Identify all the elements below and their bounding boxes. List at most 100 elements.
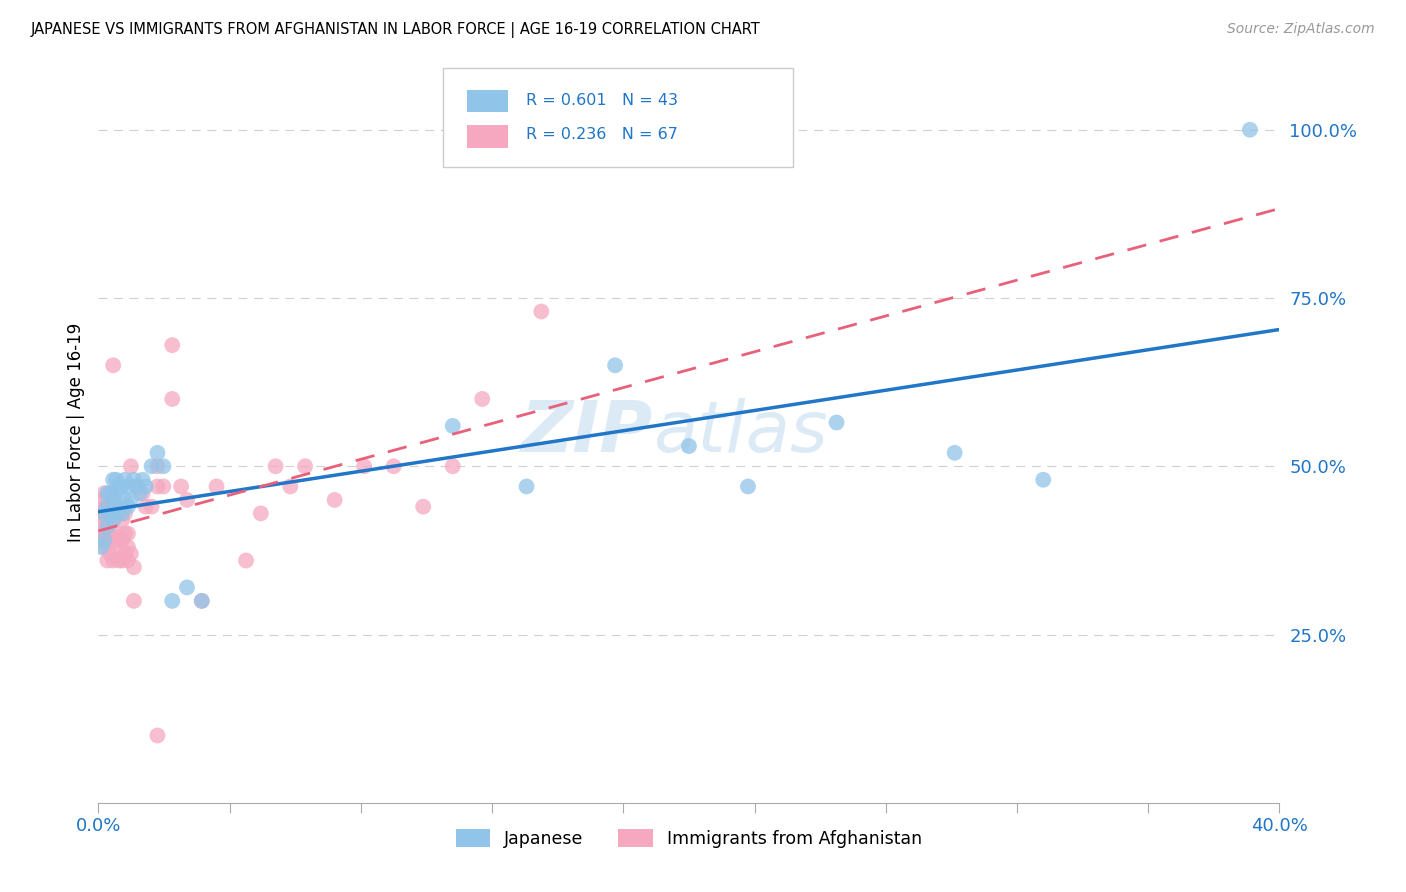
Point xyxy=(108,507,131,521)
Point xyxy=(96,500,118,514)
Point xyxy=(111,533,134,548)
Point xyxy=(122,473,145,487)
Point xyxy=(105,526,128,541)
Text: R = 0.236   N = 67: R = 0.236 N = 67 xyxy=(526,128,678,143)
Point xyxy=(353,459,375,474)
Point xyxy=(98,486,121,500)
Point xyxy=(114,547,136,561)
Point xyxy=(146,479,169,493)
Point xyxy=(93,533,115,548)
Point xyxy=(114,507,136,521)
Text: ZIP: ZIP xyxy=(522,398,654,467)
Point xyxy=(93,507,115,521)
Point xyxy=(382,459,405,474)
Point xyxy=(737,479,759,493)
Point xyxy=(117,526,139,541)
Text: JAPANESE VS IMMIGRANTS FROM AFGHANISTAN IN LABOR FORCE | AGE 16-19 CORRELATION C: JAPANESE VS IMMIGRANTS FROM AFGHANISTAN … xyxy=(31,22,761,38)
Point xyxy=(103,553,125,567)
Point xyxy=(117,479,139,493)
Point xyxy=(825,416,848,430)
Point xyxy=(111,479,134,493)
Point xyxy=(471,392,494,406)
Point xyxy=(93,526,115,541)
Point xyxy=(294,459,316,474)
Point xyxy=(117,540,139,554)
FancyBboxPatch shape xyxy=(443,68,793,167)
Point xyxy=(191,594,214,608)
Point xyxy=(141,459,163,474)
Point xyxy=(108,500,131,514)
Point xyxy=(103,513,125,527)
Point xyxy=(90,526,112,541)
Point xyxy=(114,473,136,487)
Point xyxy=(103,513,125,527)
Point xyxy=(103,533,125,548)
Point xyxy=(93,486,115,500)
Point xyxy=(412,500,434,514)
Point xyxy=(96,533,118,548)
Point xyxy=(530,304,553,318)
Text: atlas: atlas xyxy=(654,398,828,467)
Point xyxy=(98,547,121,561)
Point xyxy=(96,500,118,514)
Point xyxy=(105,507,128,521)
Point xyxy=(125,479,148,493)
Point xyxy=(122,594,145,608)
Point xyxy=(105,547,128,561)
Point xyxy=(96,486,118,500)
Point xyxy=(114,492,136,507)
Point xyxy=(90,492,112,507)
Point xyxy=(1239,122,1261,136)
Point xyxy=(146,729,169,743)
Point xyxy=(205,479,228,493)
Legend: Japanese, Immigrants from Afghanistan: Japanese, Immigrants from Afghanistan xyxy=(449,822,929,855)
Point xyxy=(103,359,125,373)
Point xyxy=(441,459,464,474)
Point xyxy=(152,479,174,493)
Point xyxy=(132,473,155,487)
Point xyxy=(146,446,169,460)
Point xyxy=(111,513,134,527)
Point xyxy=(176,581,198,595)
Point xyxy=(108,553,131,567)
Point xyxy=(264,459,287,474)
Point xyxy=(605,359,627,373)
Point xyxy=(108,533,131,548)
Point xyxy=(103,500,125,514)
Point xyxy=(120,547,142,561)
Point xyxy=(111,507,134,521)
Point xyxy=(250,507,273,521)
Point xyxy=(98,507,121,521)
Point xyxy=(152,459,174,474)
Point xyxy=(235,553,257,567)
Point xyxy=(191,594,214,608)
Y-axis label: In Labor Force | Age 16-19: In Labor Force | Age 16-19 xyxy=(66,323,84,542)
Point xyxy=(108,479,131,493)
Point xyxy=(105,473,128,487)
Point xyxy=(146,459,169,474)
Point xyxy=(128,486,150,500)
Point xyxy=(93,500,115,514)
Point xyxy=(162,338,183,352)
Text: Source: ZipAtlas.com: Source: ZipAtlas.com xyxy=(1227,22,1375,37)
Point xyxy=(117,553,139,567)
Point xyxy=(114,526,136,541)
Point xyxy=(441,418,464,433)
Point xyxy=(90,507,112,521)
Point xyxy=(105,507,128,521)
Point xyxy=(90,540,112,554)
Point xyxy=(135,479,157,493)
Point xyxy=(176,492,198,507)
Text: R = 0.601   N = 43: R = 0.601 N = 43 xyxy=(526,93,678,108)
Point xyxy=(162,392,183,406)
Point xyxy=(96,553,118,567)
Point xyxy=(280,479,302,493)
Point xyxy=(98,486,121,500)
Point xyxy=(125,479,148,493)
Point xyxy=(516,479,538,493)
Point xyxy=(93,513,115,527)
Point xyxy=(98,507,121,521)
Point xyxy=(90,520,112,534)
Point xyxy=(323,492,346,507)
Point xyxy=(1032,473,1054,487)
